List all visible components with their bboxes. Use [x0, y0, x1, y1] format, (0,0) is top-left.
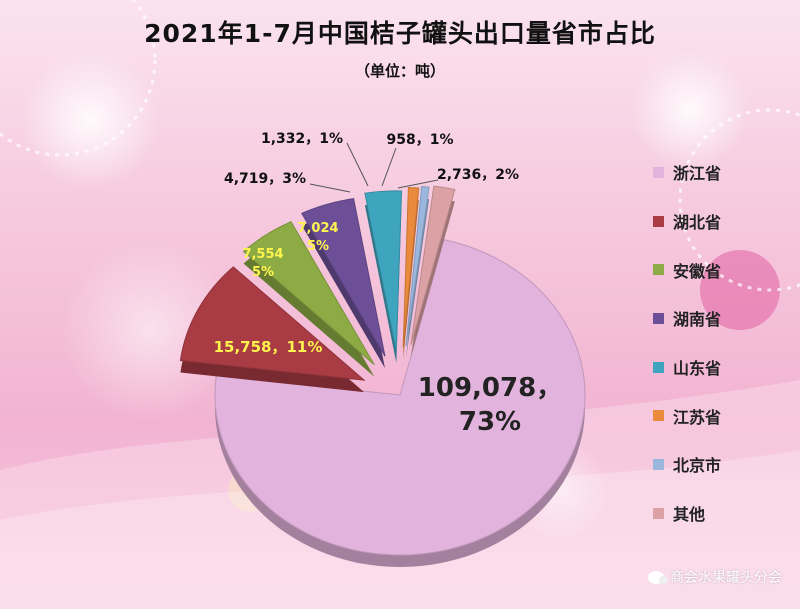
- data-label-北京市: 958，1%: [387, 132, 454, 148]
- legend-label: 湖北省: [673, 213, 722, 233]
- leader-line-江苏省: [346, 142, 369, 187]
- legend-label: 其他: [673, 505, 706, 525]
- legend-swatch: [653, 215, 664, 227]
- legend-item-江苏省: 江苏省: [653, 391, 793, 440]
- pie-slice-top-安徽省: [242, 221, 375, 366]
- pie-slice-side-江苏省: [403, 199, 419, 360]
- leader-line-山东省: [309, 183, 351, 193]
- legend-swatch: [653, 166, 664, 178]
- pie-slice-top-山东省: [364, 190, 403, 352]
- legend-item-湖北省: 湖北省: [653, 197, 793, 246]
- legend-swatch: [653, 458, 664, 470]
- legend-swatch: [653, 264, 664, 276]
- watermark-text: 商会水果罐头分会: [670, 570, 782, 586]
- pie-slice-浙江省: [214, 238, 586, 567]
- data-label-浙江省: 109,078， 73%: [418, 373, 562, 437]
- pie-slice-top-北京市: [405, 186, 430, 347]
- legend-label: 江苏省: [673, 407, 722, 427]
- pie-slice-top-浙江省: [214, 238, 586, 556]
- pie-slice-top-湖北省: [179, 266, 366, 381]
- chart-title: 2021年1-7月中国桔子罐头出口量省市占比: [144, 19, 656, 48]
- pie-slice-top-江苏省: [402, 187, 420, 348]
- pie-slice-山东省: [364, 190, 403, 363]
- legend-label: 北京市: [673, 456, 722, 476]
- legend-item-湖南省: 湖南省: [653, 294, 793, 343]
- legend-swatch: [653, 312, 664, 324]
- legend-item-山东省: 山东省: [653, 343, 793, 392]
- legend-label: 湖南省: [673, 310, 722, 330]
- pie-slice-side-北京市: [406, 198, 430, 358]
- legend-item-安徽省: 安徽省: [653, 245, 793, 294]
- data-label-湖北省: 15,758，11%: [214, 338, 323, 356]
- pie-slice-江苏省: [402, 187, 420, 360]
- leader-line-其他: [397, 179, 439, 189]
- pie-slice-湖南省: [301, 198, 386, 369]
- legend-swatch: [653, 410, 664, 422]
- legend-label: 浙江省: [673, 164, 722, 184]
- data-label-安徽省: 7,554 5%: [242, 247, 283, 280]
- leader-line-北京市: [381, 147, 397, 187]
- legend: 浙江省湖北省安徽省湖南省山东省江苏省北京市其他: [653, 148, 793, 538]
- data-label-山东省: 4,719，3%: [224, 171, 306, 187]
- pie-slice-side-其他: [410, 198, 455, 357]
- legend-label: 山东省: [673, 359, 722, 379]
- legend-item-其他: 其他: [653, 489, 793, 538]
- legend-swatch: [653, 361, 664, 373]
- chart-subtitle: （单位：吨）: [354, 62, 445, 80]
- pie-slice-北京市: [405, 186, 430, 358]
- pie-slice-其他: [410, 185, 456, 357]
- data-label-江苏省: 1,332，1%: [261, 131, 343, 147]
- legend-swatch: [653, 507, 664, 519]
- pie-slice-top-其他: [410, 185, 456, 345]
- pie-slice-湖北省: [179, 266, 366, 393]
- data-label-湖南省: 7,024 5%: [297, 221, 338, 254]
- pie-slice-安徽省: [242, 221, 375, 377]
- pie-slice-top-湖南省: [301, 198, 386, 357]
- legend-item-北京市: 北京市: [653, 440, 793, 489]
- watermark: 商会水果罐头分会: [648, 567, 782, 587]
- legend-label: 安徽省: [673, 261, 722, 281]
- data-label-其他: 2,736，2%: [437, 167, 519, 183]
- legend-item-浙江省: 浙江省: [653, 148, 793, 197]
- wechat-icon: [648, 570, 668, 584]
